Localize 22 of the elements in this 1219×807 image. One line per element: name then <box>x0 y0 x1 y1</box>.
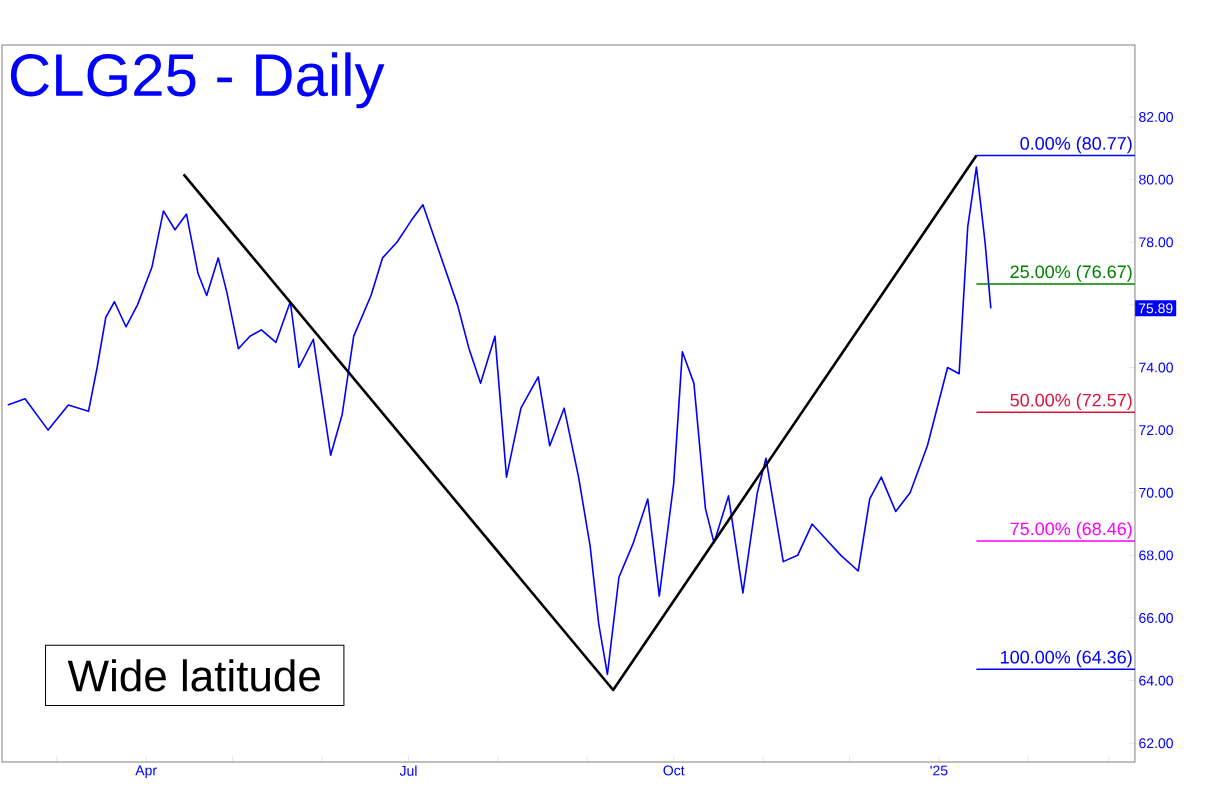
annotation: Wide latitude <box>67 659 320 692</box>
x-tick-label: Oct <box>663 765 685 776</box>
ref-line-label: 75.00% (68.46) <box>1010 521 1132 539</box>
y-tick-label: 70.00 <box>1139 487 1173 498</box>
y-tick-label: 62.00 <box>1139 738 1173 749</box>
x-tick-label: Apr <box>135 765 157 779</box>
ref-line-label: 100.00% (64.36) <box>1001 650 1132 668</box>
annotation: 75.89 <box>1138 303 1173 314</box>
y-tick-label: 78.00 <box>1139 237 1173 248</box>
ref-line-label: 50.00% (72.57) <box>1010 393 1132 411</box>
ref-line-label: 25.00% (76.67) <box>1010 264 1132 282</box>
y-tick-label: 68.00 <box>1139 550 1173 561</box>
chart-title: CLG25 - Daily <box>10 52 385 109</box>
x-tick-label: Jul <box>399 765 417 776</box>
ref-line-label: 0.00% (80.77) <box>1020 136 1132 154</box>
x-tick-label: '25 <box>930 765 948 776</box>
y-tick-label: 74.00 <box>1139 362 1173 373</box>
y-tick-label: 82.00 <box>1139 112 1173 122</box>
y-tick-label: 66.00 <box>1139 613 1173 623</box>
y-tick-label: 80.00 <box>1139 174 1173 185</box>
y-tick-label: 64.00 <box>1139 675 1173 686</box>
y-tick-label: 72.00 <box>1139 425 1173 436</box>
